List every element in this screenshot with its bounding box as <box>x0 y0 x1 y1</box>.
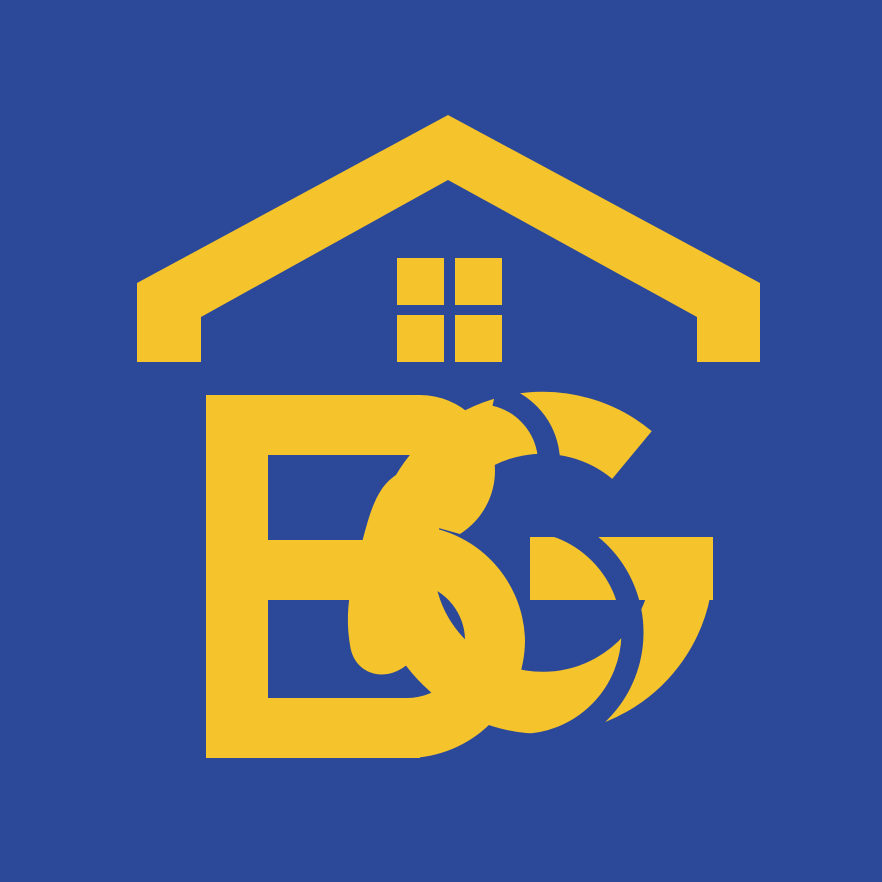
window-icon <box>397 258 502 362</box>
window-pane-bottom-right <box>455 315 502 362</box>
letter-e-shape <box>206 395 420 758</box>
letter-separator <box>486 384 644 756</box>
letter-b-lower-bowl <box>370 524 525 758</box>
letter-b-mark <box>370 395 525 758</box>
window-pane-bottom-left <box>397 315 444 362</box>
bean-icon <box>347 471 434 675</box>
letter-b-upper-bowl <box>370 395 496 534</box>
letter-e-mark <box>206 395 420 758</box>
bean-shape <box>347 471 434 675</box>
house-roof-icon <box>137 115 760 362</box>
window-pane-top-left <box>397 258 444 305</box>
roof-shape <box>137 115 760 362</box>
window-pane-top-right <box>455 258 502 305</box>
